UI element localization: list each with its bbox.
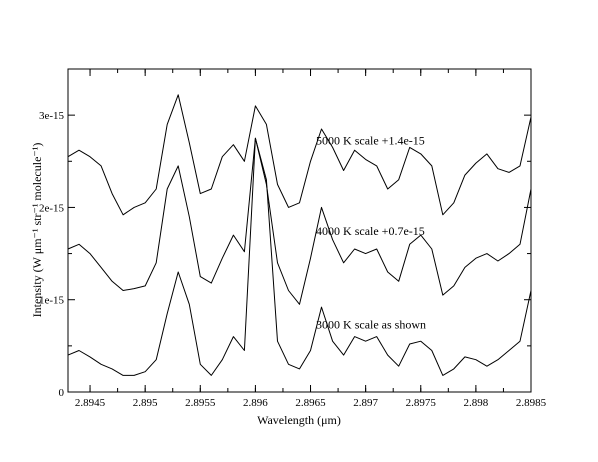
series-annotation: 5000 K scale +1.4e-15 xyxy=(316,134,425,148)
x-tick-label: 2.897 xyxy=(353,397,378,409)
y-tick-label: 0 xyxy=(59,387,65,399)
x-tick-label: 2.8965 xyxy=(295,397,326,409)
x-tick-label: 2.8945 xyxy=(75,397,106,409)
x-tick-label: 2.8975 xyxy=(406,397,437,409)
x-tick-label: 2.896 xyxy=(243,397,268,409)
series-line-2 xyxy=(68,95,531,215)
x-tick-label: 2.8985 xyxy=(516,397,547,409)
x-tick-label: 2.8955 xyxy=(185,397,216,409)
annotations: 5000 K scale +1.4e-15 4000 K scale +0.7e-… xyxy=(316,134,426,332)
x-tick-label: 2.895 xyxy=(133,397,158,409)
series-group xyxy=(68,95,531,376)
x-tick-label: 2.898 xyxy=(464,397,489,409)
y-axis-title: Intensity (W μm⁻¹ str⁻¹ molecule⁻¹) xyxy=(30,143,44,318)
series-annotation: 3000 K scale as shown xyxy=(316,317,426,331)
series-annotation: 4000 K scale +0.7e-15 xyxy=(316,224,425,238)
plot-frame xyxy=(68,69,531,392)
series-line-0 xyxy=(68,138,531,375)
x-axis: 2.8945 2.895 2.8955 2.896 2.8965 2.897 2.8975 2… xyxy=(75,69,547,409)
series-line-1 xyxy=(68,138,531,304)
y-tick-label: 3e-15 xyxy=(39,110,65,122)
x-axis-title: Wavelength (μm) xyxy=(257,413,341,427)
